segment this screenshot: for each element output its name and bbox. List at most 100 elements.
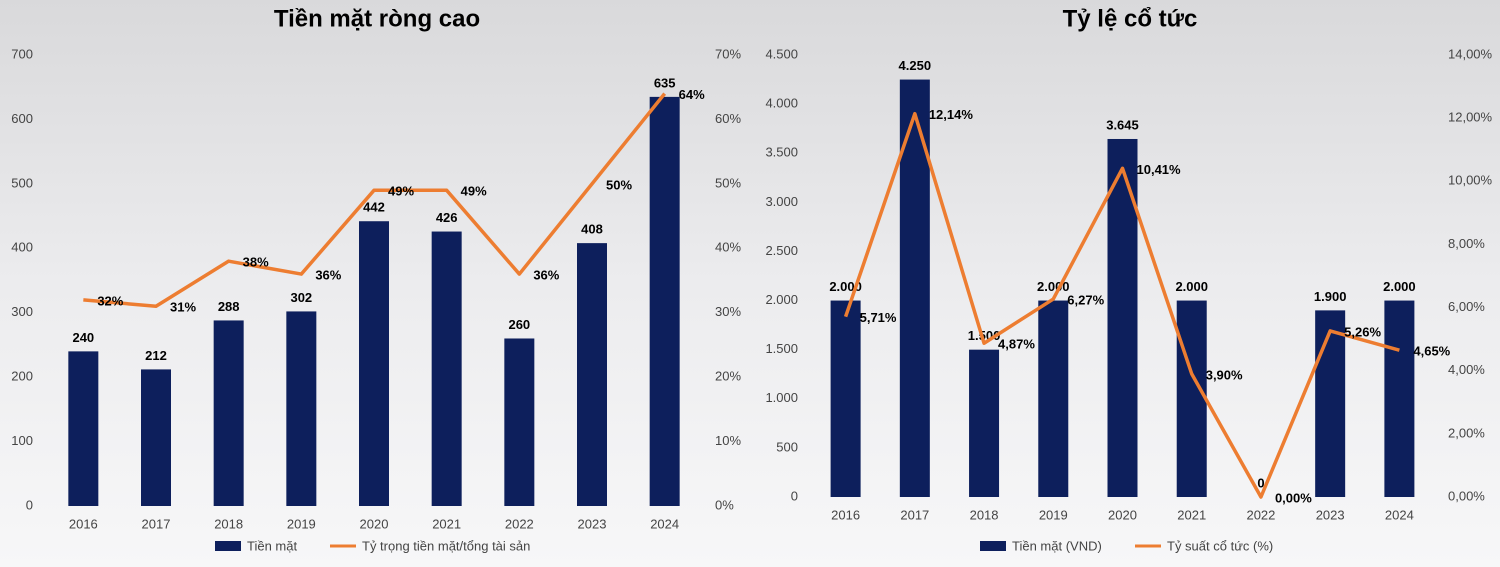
- data-label: 240: [72, 330, 94, 345]
- data-label: 6,27%: [1067, 292, 1104, 307]
- legend-swatch: [980, 541, 1006, 551]
- bar: [1384, 300, 1415, 497]
- y-tick-label: 1.500: [765, 341, 798, 356]
- legend-label: Tỷ trọng tiền mặt/tổng tài sản: [362, 538, 530, 553]
- data-label: 38%: [243, 255, 269, 270]
- data-label: 442: [363, 200, 385, 215]
- data-label: 635: [654, 75, 676, 90]
- data-label: 12,14%: [929, 107, 974, 122]
- data-label: 5,26%: [1344, 324, 1381, 339]
- data-label: 64%: [679, 87, 705, 102]
- data-label: 31%: [170, 300, 196, 315]
- x-tick-label: 2022: [505, 516, 534, 531]
- y2-tick-label: 10%: [715, 433, 741, 448]
- bar: [504, 338, 535, 506]
- data-label: 212: [145, 348, 167, 363]
- y-tick-label: 600: [11, 111, 33, 126]
- x-tick-label: 2016: [69, 516, 98, 531]
- y-tick-label: 500: [11, 175, 33, 190]
- data-label: 2.000: [1383, 279, 1416, 294]
- y-tick-label: 300: [11, 304, 33, 319]
- y2-tick-label: 0%: [715, 497, 734, 512]
- x-tick-label: 2020: [360, 516, 389, 531]
- y2-tick-label: 8,00%: [1448, 236, 1485, 251]
- bar: [649, 96, 680, 506]
- x-tick-label: 2020: [1108, 507, 1137, 522]
- data-label: 50%: [606, 177, 632, 192]
- x-tick-label: 2018: [214, 516, 243, 531]
- legend-label: Tiền mặt (VND): [1012, 538, 1102, 553]
- data-label: 36%: [315, 267, 341, 282]
- y-tick-label: 500: [776, 439, 798, 454]
- chart-title: Tỷ lệ cổ tức: [1063, 5, 1198, 32]
- x-tick-label: 2024: [650, 516, 679, 531]
- y-tick-label: 2.000: [765, 292, 798, 307]
- x-tick-label: 2021: [432, 516, 461, 531]
- bar: [1038, 300, 1069, 497]
- x-tick-label: 2017: [900, 507, 929, 522]
- y2-tick-label: 40%: [715, 240, 741, 255]
- data-label: 0,00%: [1275, 490, 1312, 505]
- x-tick-label: 2024: [1385, 507, 1414, 522]
- y2-tick-label: 30%: [715, 304, 741, 319]
- bar: [577, 243, 607, 507]
- legend-label: Tiền mặt: [247, 538, 297, 553]
- data-label: 49%: [388, 184, 414, 199]
- data-label: 2.000: [1175, 279, 1208, 294]
- data-label: 408: [581, 222, 603, 237]
- y2-tick-label: 2,00%: [1448, 425, 1485, 440]
- y-tick-label: 0: [791, 488, 798, 503]
- y-tick-label: 200: [11, 369, 33, 384]
- y2-tick-label: 20%: [715, 369, 741, 384]
- y2-tick-label: 10,00%: [1448, 173, 1493, 188]
- data-label: 288: [218, 299, 240, 314]
- x-tick-label: 2023: [1316, 507, 1345, 522]
- data-label: 4.250: [899, 58, 932, 73]
- data-label: 302: [290, 290, 312, 305]
- data-label: 4,65%: [1413, 344, 1450, 359]
- y-tick-label: 1.000: [765, 390, 798, 405]
- line: [83, 92, 667, 309]
- y-tick-label: 0: [26, 497, 33, 512]
- y-tick-label: 700: [11, 46, 33, 61]
- data-label: 4,87%: [998, 337, 1035, 352]
- x-tick-label: 2023: [578, 516, 607, 531]
- y2-tick-label: 50%: [715, 175, 741, 190]
- y2-tick-label: 4,00%: [1448, 362, 1485, 377]
- bar: [213, 320, 244, 506]
- data-label: 260: [508, 317, 530, 332]
- x-tick-label: 2021: [1177, 507, 1206, 522]
- y-tick-label: 100: [11, 433, 33, 448]
- y-tick-label: 400: [11, 240, 33, 255]
- y2-tick-label: 6,00%: [1448, 299, 1485, 314]
- x-tick-label: 2018: [970, 507, 999, 522]
- bar: [969, 349, 1000, 497]
- x-tick-label: 2019: [287, 516, 316, 531]
- x-tick-label: 2017: [142, 516, 171, 531]
- data-label: 36%: [533, 267, 559, 282]
- x-tick-label: 2016: [831, 507, 860, 522]
- y-tick-label: 3.500: [765, 145, 798, 160]
- bar: [1176, 300, 1207, 497]
- y-tick-label: 3.000: [765, 194, 798, 209]
- bar: [431, 231, 462, 506]
- bar: [359, 221, 389, 506]
- bar: [68, 351, 99, 506]
- x-tick-label: 2019: [1039, 507, 1068, 522]
- bar: [141, 369, 171, 506]
- y-tick-label: 4.500: [765, 46, 798, 61]
- bar: [830, 300, 861, 497]
- data-label: 1.900: [1314, 289, 1347, 304]
- chart-title: Tiền mặt ròng cao: [274, 5, 480, 32]
- y2-tick-label: 0,00%: [1448, 488, 1485, 503]
- bar: [1107, 138, 1138, 498]
- bar: [1315, 310, 1346, 497]
- bar: [286, 311, 317, 506]
- data-label: 10,41%: [1137, 162, 1182, 177]
- y-tick-label: 2.500: [765, 243, 798, 258]
- y2-tick-label: 60%: [715, 111, 741, 126]
- legend-label: Tỷ suất cổ tức (%): [1167, 538, 1273, 553]
- x-tick-label: 2022: [1246, 507, 1275, 522]
